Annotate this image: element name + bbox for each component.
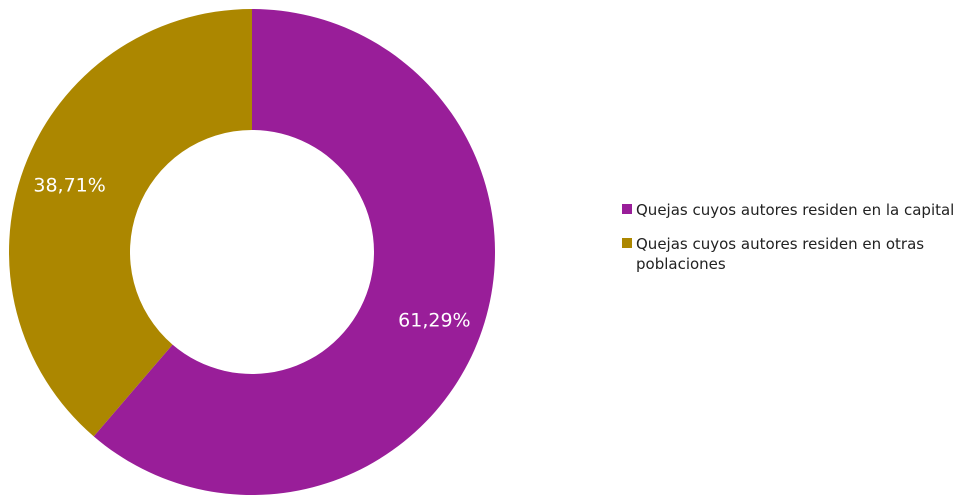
slice-otras-poblaciones (9, 9, 253, 437)
slice-labels: 61,29% 38,71% (33, 174, 470, 331)
legend-item-capital: Quejas cuyos autores residen en la capit… (622, 200, 976, 220)
legend-label-capital: Quejas cuyos autores residen en la capit… (636, 201, 955, 219)
legend-swatch-capital (622, 204, 632, 214)
slice-label-otras-poblaciones: 38,71% (33, 174, 105, 196)
legend-swatch-otras-poblaciones (622, 238, 632, 248)
legend: Quejas cuyos autores residen en la capit… (622, 200, 976, 288)
legend-label-otras-poblaciones: Quejas cuyos autores residen en otras po… (636, 235, 925, 273)
slice-label-capital: 61,29% (398, 310, 470, 332)
slices (9, 9, 495, 495)
slice-capital (93, 9, 495, 495)
legend-item-otras-poblaciones: Quejas cuyos autores residen en otras po… (622, 234, 976, 274)
